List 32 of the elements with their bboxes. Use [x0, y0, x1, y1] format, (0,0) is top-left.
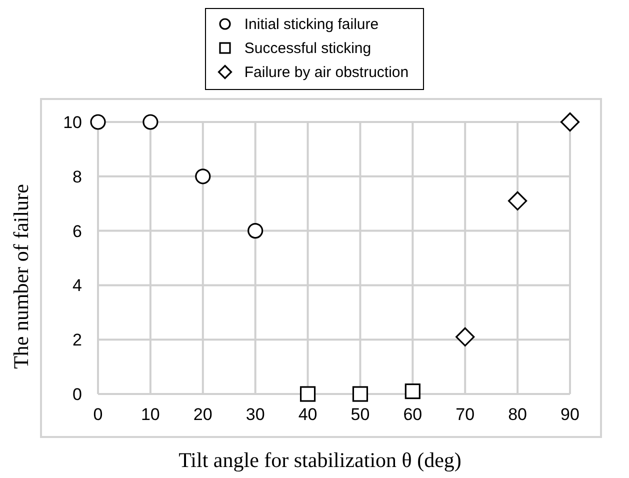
- x-tick-label: 80: [508, 405, 528, 424]
- point: [248, 223, 264, 239]
- y-tick-label: 10: [63, 113, 82, 132]
- point: [508, 191, 528, 210]
- y-tick-label: 0: [72, 385, 82, 404]
- point: [195, 168, 211, 184]
- legend-label: Failure by air obstruction: [244, 64, 409, 80]
- x-tick-label: 0: [93, 405, 103, 424]
- point: [560, 112, 580, 132]
- x-tick-label: 40: [298, 405, 318, 424]
- point: [300, 386, 316, 402]
- legend-label: Initial sticking failure: [244, 16, 379, 32]
- x-tick-label: 60: [403, 405, 422, 424]
- y-tick-label: 8: [72, 167, 82, 186]
- y-tick-label: 6: [72, 222, 82, 241]
- point: [142, 114, 158, 130]
- point: [456, 327, 475, 346]
- x-tick-label: 70: [456, 405, 475, 424]
- x-tick-label: 50: [350, 405, 370, 424]
- y-tick-label: 4: [72, 276, 82, 296]
- chart-frame: 0 10 20 30 40 50 60 70 80 90 0 2 4 6 8 10: [40, 98, 602, 438]
- x-tick-label: 90: [560, 405, 580, 424]
- point: [352, 386, 368, 402]
- y-tick-label: 2: [72, 330, 82, 350]
- x-axis-title: Tilt angle for stabilization θ (deg): [178, 448, 462, 473]
- point: [404, 383, 420, 400]
- legend-label: Successful sticking: [244, 40, 372, 56]
- x-tick-label: 10: [140, 405, 160, 424]
- point: [90, 114, 106, 130]
- x-tick-label: 20: [193, 405, 212, 424]
- y-axis-title: The number of failure: [8, 184, 34, 368]
- x-tick-label: 30: [246, 405, 265, 424]
